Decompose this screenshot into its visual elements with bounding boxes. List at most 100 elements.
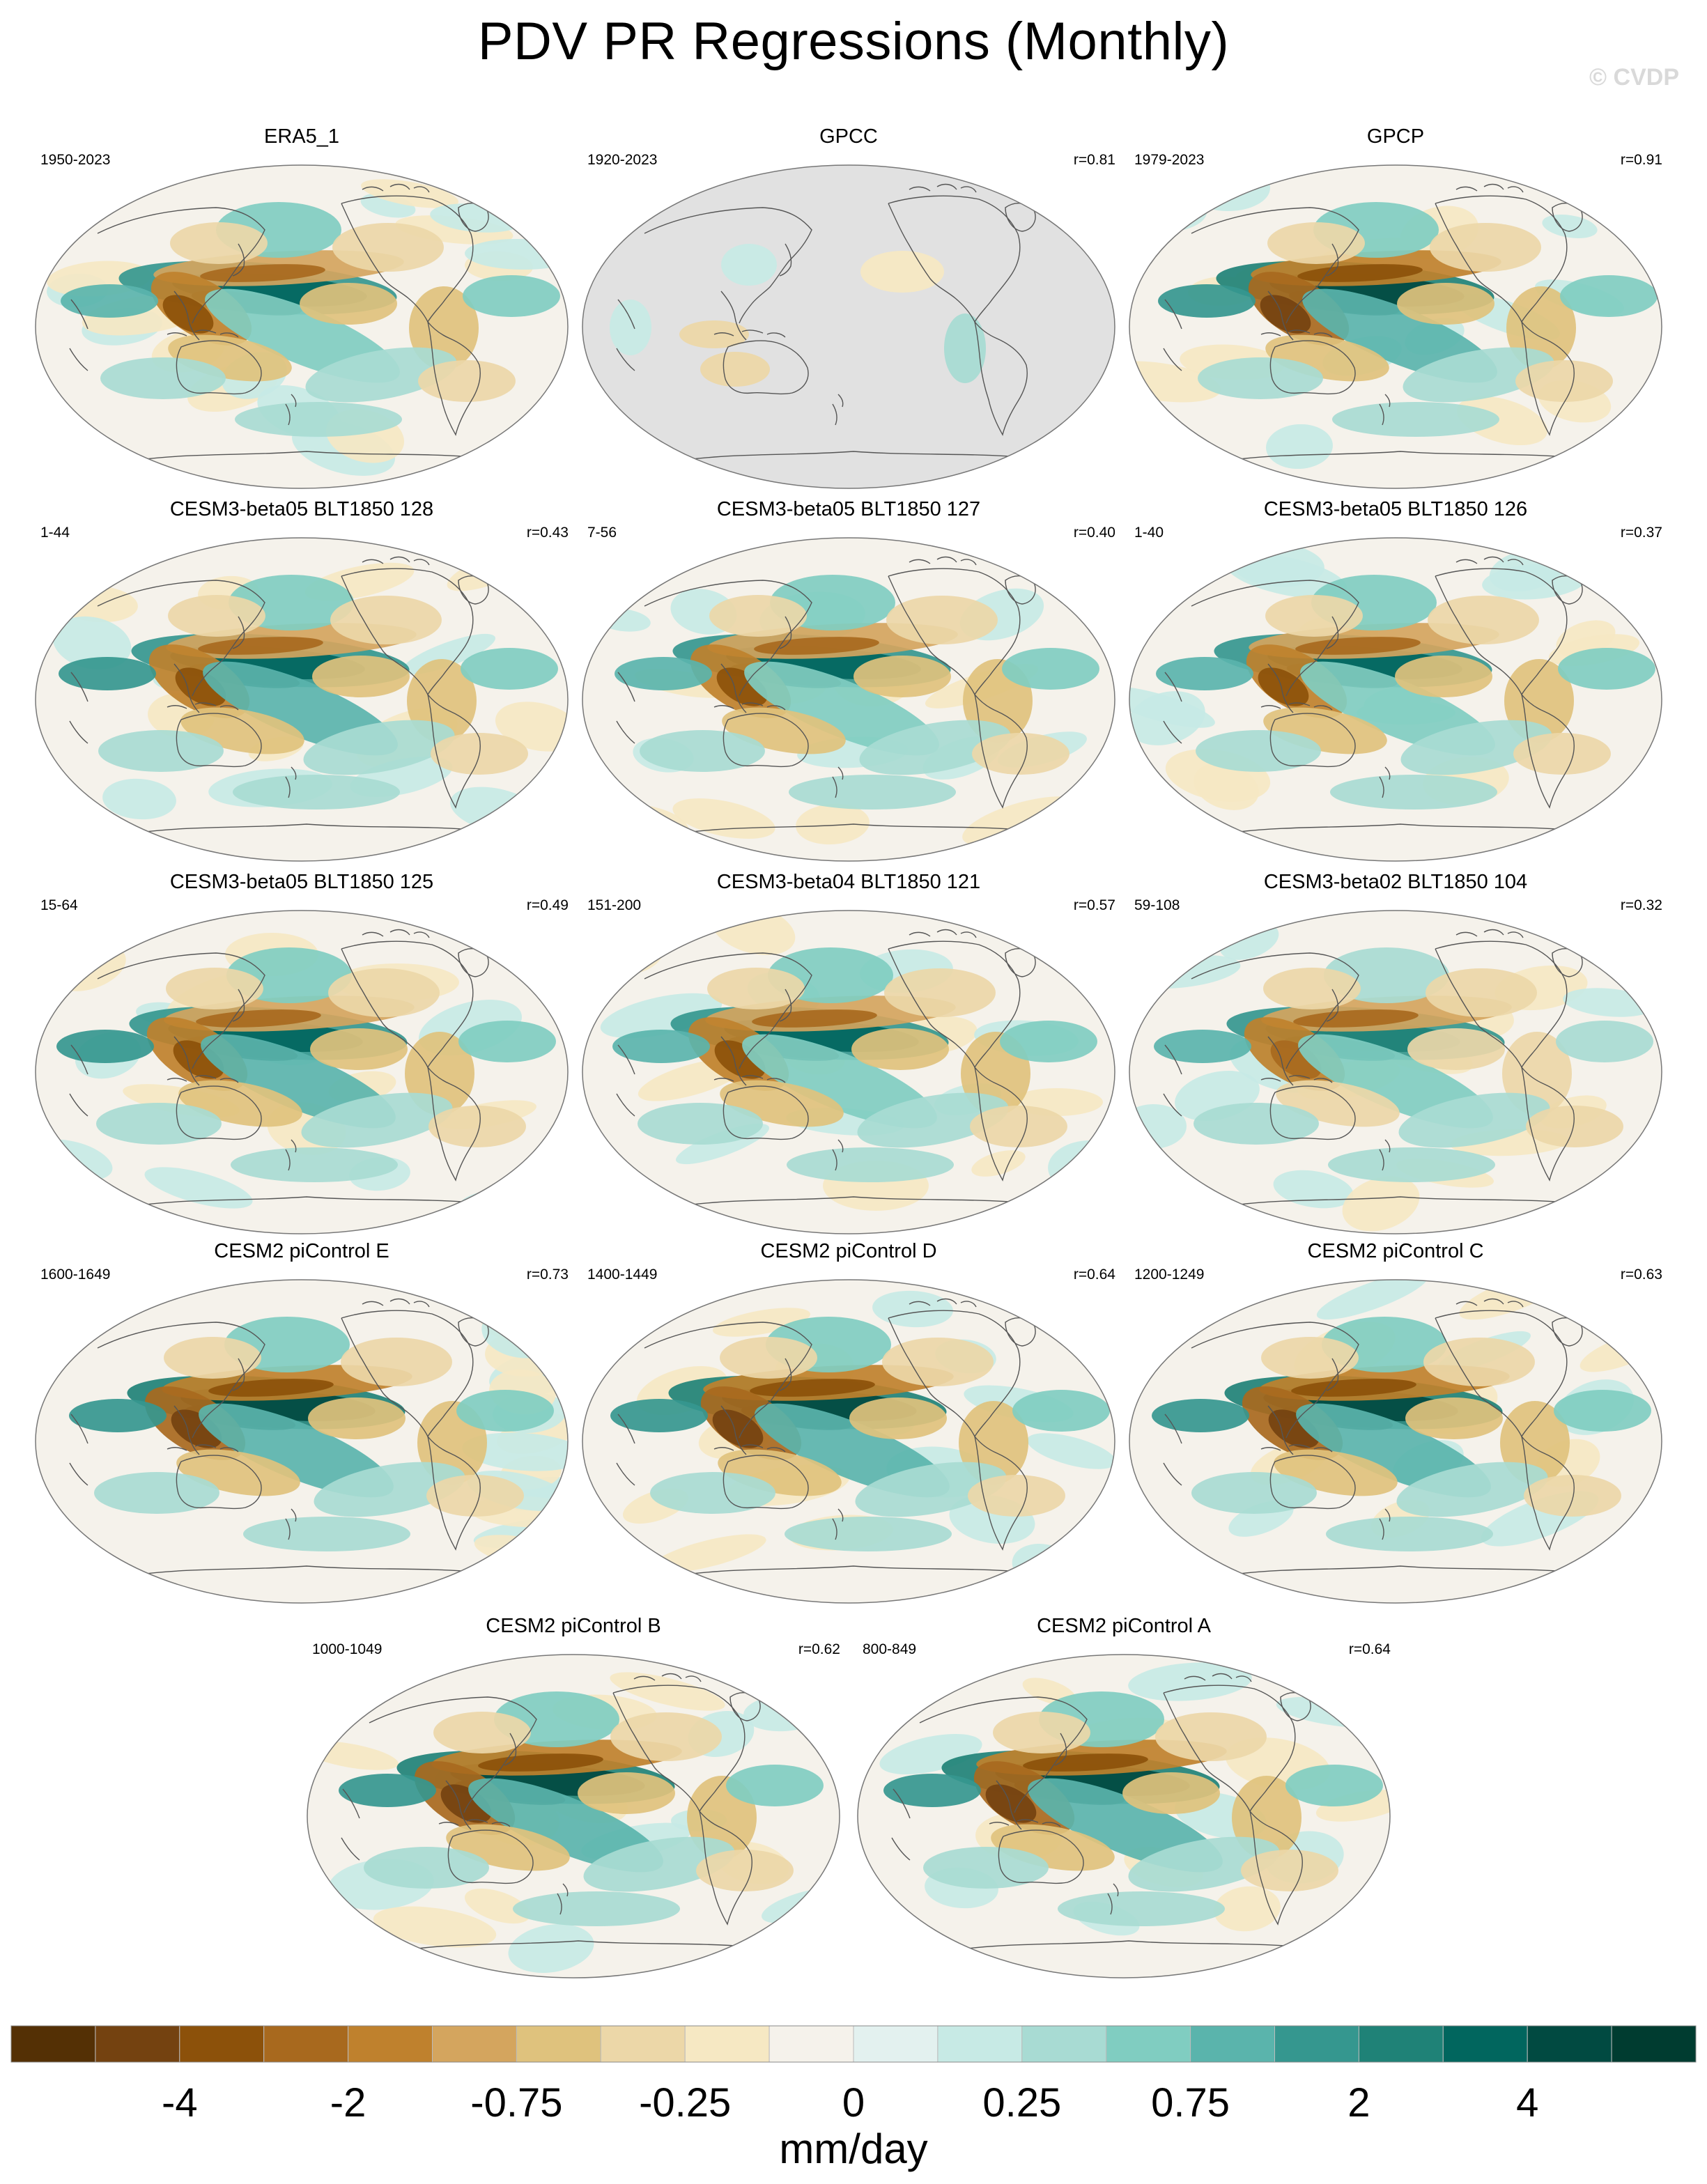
colorbar-swatch [516, 2025, 601, 2063]
anomaly-patch [102, 778, 176, 820]
wet-anomaly [1012, 1390, 1110, 1432]
map-svg: GPCP 1979-2023 r=0.91 [1129, 125, 1662, 489]
wet-anomaly [94, 1472, 219, 1514]
coastline [616, 299, 635, 371]
colorbar-tick-label: 0.25 [982, 2080, 1061, 2125]
map-panel: CESM3-beta02 BLT1850 104 59-108 r=0.32 [1122, 871, 1669, 1247]
map-outline [35, 1279, 569, 1604]
map-outline [35, 164, 569, 489]
panel-correlation: r=0.57 [1074, 897, 1115, 913]
coastline [369, 1696, 537, 1813]
wet-anomaly [1330, 775, 1497, 810]
coastline [1379, 1139, 1391, 1171]
dry-anomaly [1241, 1850, 1338, 1891]
coastline [1435, 568, 1568, 696]
coastline [1163, 1414, 1182, 1486]
dry-anomaly [1515, 360, 1613, 402]
coastline [1326, 989, 1339, 1022]
coastline [176, 713, 262, 768]
coastline [445, 1780, 472, 1830]
coastline [173, 663, 200, 713]
coastline [909, 556, 977, 566]
coastline [1379, 394, 1391, 426]
wet-anomaly [1156, 657, 1253, 690]
coastline [69, 1044, 88, 1117]
map-outline [582, 164, 1115, 489]
anomaly-patch [874, 1922, 935, 1957]
anomaly-patch [1273, 1170, 1354, 1209]
dry-anomaly [330, 596, 442, 644]
wet-anomaly [59, 657, 156, 690]
wet-anomaly [1002, 648, 1099, 690]
coastline [285, 766, 297, 798]
wet-anomaly [744, 661, 939, 756]
coastline [888, 195, 1021, 323]
coastline [612, 1685, 746, 1813]
wet-anomaly [69, 1399, 167, 1432]
wet-anomaly [1198, 357, 1323, 399]
coastline [1521, 1436, 1575, 1551]
map-svg: CESM2 piControl D 1400-1449 r=0.64 [582, 1240, 1115, 1604]
panel-period: 1600-1649 [40, 1267, 110, 1283]
wet-anomaly [615, 657, 712, 690]
coastline [779, 243, 792, 277]
wet-anomaly [1554, 1390, 1651, 1432]
coastline [97, 952, 265, 1069]
coastline [974, 321, 1028, 436]
dry-anomaly [849, 1397, 947, 1439]
panel-period: 1200-1249 [1134, 1267, 1204, 1283]
panel-correlation: r=0.73 [527, 1267, 569, 1283]
wet-anomaly [456, 1390, 554, 1432]
wet-anomaly [364, 1847, 489, 1889]
colorbar-tick-label: -4 [162, 2080, 198, 2125]
panel-period: 1979-2023 [1134, 152, 1204, 168]
coastline [167, 1444, 239, 1453]
map-panel: CESM2 piControl C 1200-1249 r=0.63 [1122, 1240, 1669, 1616]
coastline [1054, 1733, 1067, 1766]
wet-anomaly [650, 1472, 775, 1514]
coastline [427, 321, 481, 436]
wet-anomaly [303, 720, 455, 775]
coastline [447, 1829, 534, 1884]
colorbar-swatch [684, 2025, 770, 2063]
colorbar-swatch [1190, 2025, 1275, 2063]
dry-anomaly [1258, 667, 1309, 706]
dry-anomaly [968, 1475, 1065, 1517]
dry-anomaly [1405, 1397, 1503, 1439]
coastline [1269, 1085, 1356, 1140]
panel-period: 151-200 [587, 897, 641, 913]
coastline [176, 1085, 262, 1140]
coastline [891, 1788, 911, 1861]
coastline [427, 1067, 481, 1182]
anomaly-patch [1225, 553, 1347, 599]
colorbar-swatch [1021, 2025, 1107, 2063]
colorbar-swatch [179, 2025, 265, 2063]
dry-anomaly [1524, 1475, 1621, 1517]
coastline [720, 1036, 747, 1086]
dry-anomaly [1155, 1712, 1267, 1761]
colorbar-swatch [432, 2025, 517, 2063]
dry-anomaly [884, 968, 996, 1017]
panel-correlation: r=0.37 [1621, 525, 1662, 541]
coastline [723, 713, 809, 768]
wet-anomaly [461, 648, 558, 690]
coastline [232, 989, 245, 1022]
coastline [1191, 207, 1359, 324]
wet-anomaly [789, 775, 956, 810]
colorbar-tick-label: -0.25 [639, 2080, 731, 2125]
map-panel: CESM2 piControl D 1400-1449 r=0.64 [575, 1240, 1122, 1616]
wet-anomaly [61, 284, 158, 318]
panel-title: CESM3-beta05 BLT1850 126 [1264, 498, 1527, 520]
wet-anomaly [1398, 1092, 1550, 1148]
coastline [1379, 766, 1391, 798]
anomaly-layer [52, 550, 568, 834]
wet-anomaly [1000, 1021, 1097, 1062]
panel-period: 15-64 [40, 897, 78, 913]
dry-anomaly [162, 295, 214, 334]
wet-anomaly [944, 313, 986, 383]
coastline [633, 1673, 702, 1682]
coastline [1455, 183, 1524, 193]
coastline [1267, 291, 1294, 341]
dry-anomaly [851, 1028, 949, 1070]
dry-anomaly [312, 656, 410, 697]
